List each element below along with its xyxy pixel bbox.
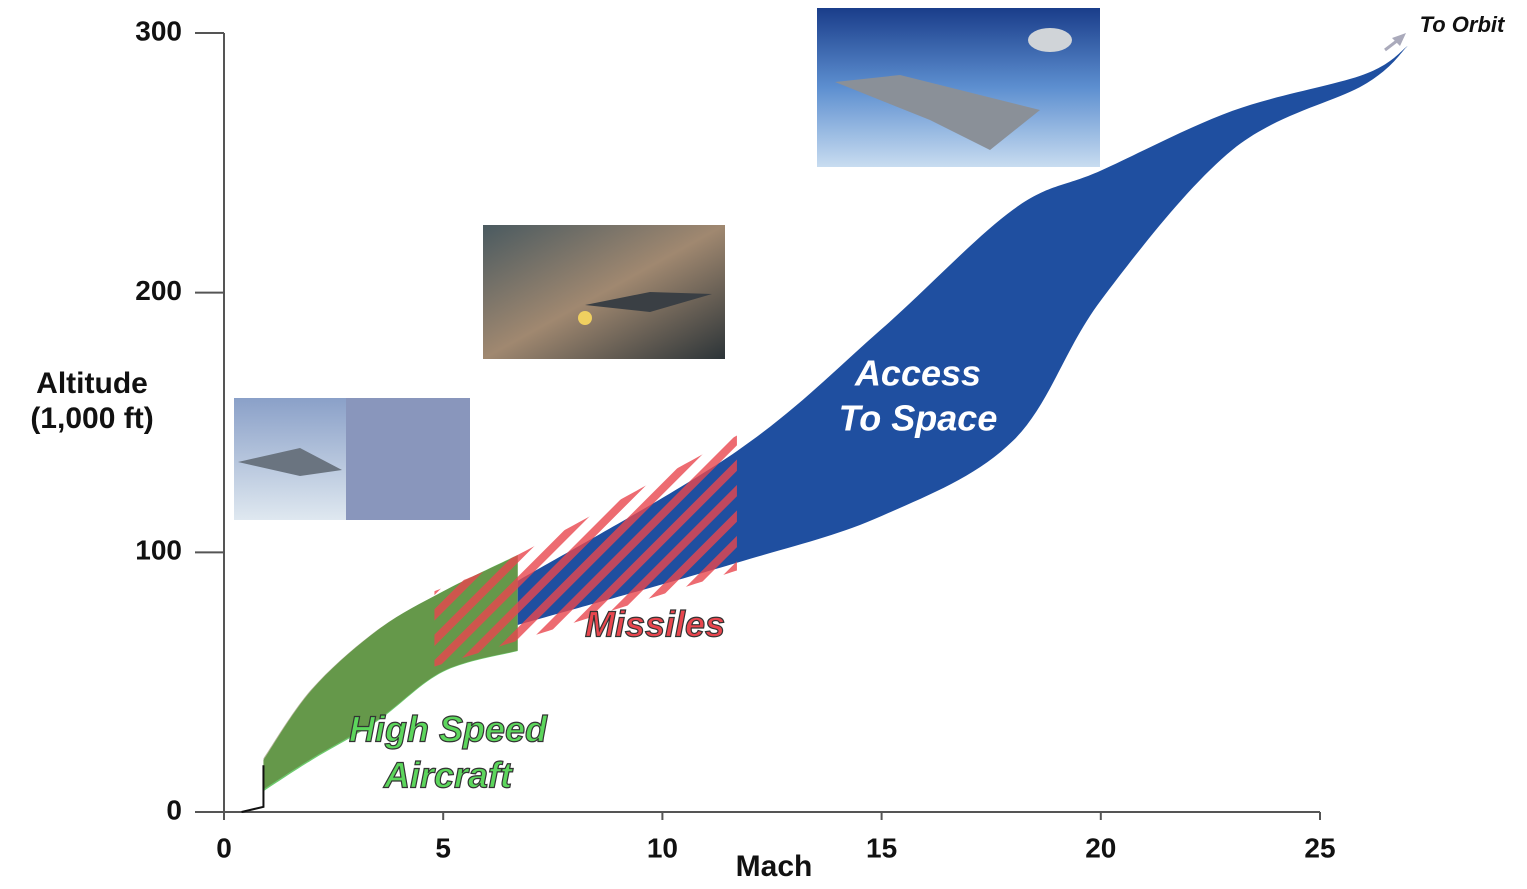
x-tick-label: 20 bbox=[1085, 832, 1116, 863]
y-axis-label: Altitude bbox=[36, 367, 148, 400]
annotation: To Orbit bbox=[1420, 12, 1506, 37]
photo bbox=[817, 8, 1100, 167]
y-tick-label: 300 bbox=[135, 15, 182, 46]
x-tick-label: 15 bbox=[866, 832, 897, 863]
region bbox=[434, 435, 737, 667]
x-tick-label: 0 bbox=[216, 832, 232, 863]
ascent-line bbox=[241, 765, 265, 813]
y-axis-label: (1,000 ft) bbox=[30, 402, 153, 435]
x-tick-label: 25 bbox=[1304, 832, 1335, 863]
region-label: Access bbox=[854, 353, 981, 394]
photo bbox=[234, 398, 470, 520]
region-label: Missiles bbox=[585, 604, 725, 645]
y-tick-label: 100 bbox=[135, 535, 182, 566]
x-tick-label: 5 bbox=[435, 832, 451, 863]
x-tick-label: 10 bbox=[647, 832, 678, 863]
y-tick-label: 0 bbox=[166, 794, 182, 825]
region-label: High Speed bbox=[349, 709, 548, 750]
x-axis-label: Mach bbox=[736, 850, 813, 883]
region bbox=[517, 45, 1408, 626]
arrow-head bbox=[1392, 33, 1406, 46]
y-tick-label: 200 bbox=[135, 275, 182, 306]
photo bbox=[483, 225, 725, 359]
region-label: To Space bbox=[839, 398, 998, 439]
region-label: Aircraft bbox=[383, 755, 514, 796]
